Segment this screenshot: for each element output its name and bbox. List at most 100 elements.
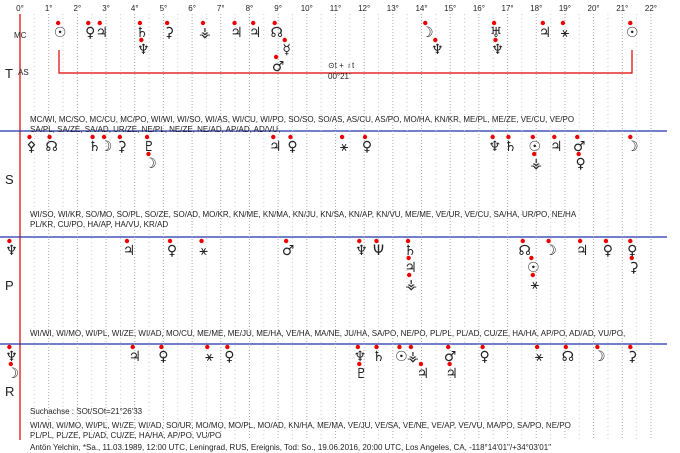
planet: ☊ [562, 344, 574, 365]
marker-dot [232, 20, 237, 26]
planet: ♃ [539, 20, 551, 41]
person-info: Antön Yelchin, *Sa., 11.03.1989, 12:00 U… [30, 443, 551, 452]
marker-dot [282, 37, 287, 43]
marker-dot [97, 20, 102, 26]
planet-symbol: ♄ [404, 243, 417, 259]
marker-dot [124, 238, 130, 244]
marker-dot [628, 20, 633, 26]
marker-dot [374, 238, 379, 244]
marker-dot [405, 238, 411, 244]
planet: ♆ [5, 344, 18, 365]
planet-symbol: ♆ [5, 349, 18, 365]
planet: ☉ [626, 20, 639, 41]
marker-dot [205, 344, 210, 350]
planet-symbol: ⚳ [117, 139, 127, 155]
planet-symbol: ♂ [272, 59, 285, 75]
planet-symbol: ☽ [544, 243, 557, 259]
marker-dot [397, 344, 402, 350]
marker-dot [406, 255, 411, 261]
planet: ♇ [355, 361, 368, 382]
planet: ⚹ [339, 134, 349, 155]
planet: ⚳ [117, 134, 127, 155]
planet-symbol: ⚶ [530, 156, 542, 172]
marker-dot [339, 134, 345, 140]
marker-dot [628, 344, 633, 350]
planet: ♂ [573, 134, 586, 155]
planet-symbol: ☽ [144, 156, 157, 172]
marker-dot [167, 238, 173, 244]
planet: ♄ [88, 134, 101, 155]
planet-symbol: ♇ [143, 139, 156, 155]
planet-symbol: ♄ [88, 139, 101, 155]
planet-symbol: ♀ [167, 243, 177, 259]
marker-dot [8, 361, 14, 367]
planet: ♄ [404, 238, 417, 259]
marker-dot [225, 344, 230, 350]
planet: ⚶ [199, 20, 211, 41]
marker-dot [490, 134, 495, 140]
planet: ⚹ [205, 344, 214, 365]
marker-dot [86, 20, 91, 26]
planet: ♆ [5, 238, 18, 259]
planet-symbol: ☽ [626, 139, 639, 155]
planet-symbol: ⚳ [164, 25, 174, 41]
planet: ⚹ [199, 238, 208, 259]
planet: Ψ [373, 238, 384, 259]
marker-dot [101, 134, 107, 140]
marker-dot [199, 238, 204, 244]
planet-symbol: ♆ [488, 139, 501, 155]
row-letter: S [5, 172, 14, 187]
planet-symbol: ☽ [421, 25, 434, 41]
marker-dot [272, 20, 277, 26]
planet: ☊ [270, 20, 283, 41]
marker-dot [139, 37, 144, 43]
planet-symbol: ⚳ [629, 260, 639, 276]
planet: ♃ [269, 134, 282, 155]
planet-symbol: ♂ [444, 349, 457, 365]
planet-symbol: ☽ [7, 366, 20, 382]
planet: ♆ [355, 238, 368, 259]
row-letter: T [5, 66, 13, 81]
degree-label: 1° [45, 4, 53, 13]
planet: ☊ [519, 238, 531, 259]
marker-dot [357, 238, 362, 244]
planet: ☽ [593, 344, 606, 365]
planet: ♆ [491, 37, 504, 58]
degree-label: 0° [16, 4, 24, 13]
planet-symbol: ☉ [527, 260, 540, 276]
planet: ♀ [576, 151, 586, 172]
degree-label: 6° [188, 4, 196, 13]
constellation-list: SA/PL, SA/ZE, SA/AD, UR/ZE, NE/PL, NE/ZE… [30, 125, 280, 134]
marker-dot [447, 361, 452, 367]
planet: ⚹ [534, 344, 544, 365]
marker-dot [534, 344, 540, 350]
degree-label: 2° [74, 4, 82, 13]
planet-symbol: ♇ [355, 366, 368, 382]
planet-symbol: ♃ [269, 139, 282, 155]
planet: ♀ [603, 238, 613, 259]
planet-symbol: ♀ [158, 349, 168, 365]
marker-dot [47, 134, 52, 140]
planet-symbol: ⚹ [561, 25, 570, 41]
planet-symbol: ⚶ [405, 277, 417, 293]
planet: ♀ [479, 344, 490, 365]
planet: ♀ [224, 344, 234, 365]
planet-symbol: ☊ [45, 139, 57, 155]
planet: ⚴ [26, 134, 37, 155]
planet-symbol: ♃ [249, 25, 262, 41]
planet: ♂ [444, 344, 457, 365]
planet-symbol: ⚴ [26, 139, 36, 155]
marker-dot [146, 151, 151, 157]
marker-dot [273, 54, 279, 60]
planet-symbol: ♀ [479, 349, 489, 365]
degree-label: 17° [502, 4, 514, 13]
planet-symbol: Ψ [373, 243, 384, 259]
marker-dot [423, 20, 428, 26]
marker-dot [433, 37, 438, 43]
planet-symbol: ⚶ [199, 25, 211, 41]
planet-symbol: ♄ [372, 349, 385, 365]
degree-label: 15° [444, 4, 456, 13]
planet: ☽ [421, 20, 434, 41]
planet-symbol: ☽ [100, 139, 113, 155]
